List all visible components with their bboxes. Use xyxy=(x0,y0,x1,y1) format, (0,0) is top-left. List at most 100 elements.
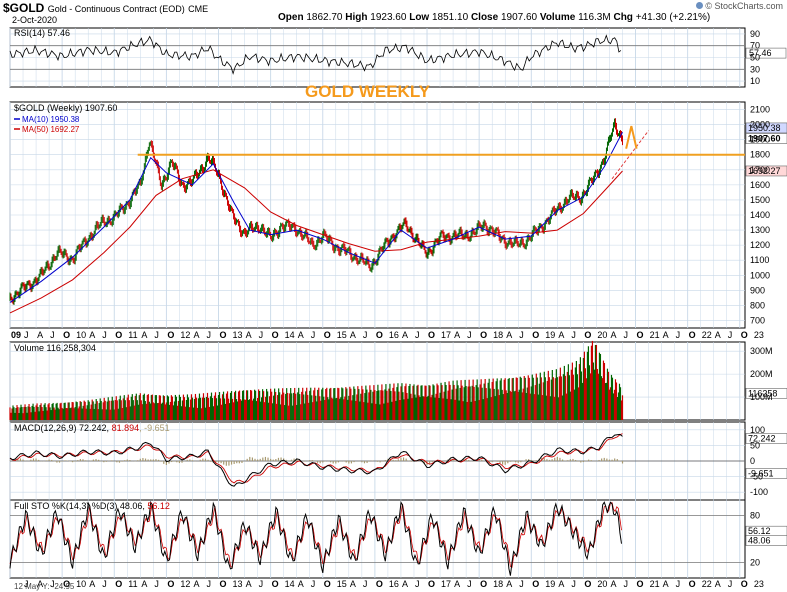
x-axis-label-bottom: 10 xyxy=(76,579,86,589)
x-axis-label-bottom: O xyxy=(584,579,591,589)
x-axis-label-bottom: 12 xyxy=(180,579,190,589)
close-value: 1907.60 xyxy=(500,12,538,23)
x-axis-label-bottom: 15 xyxy=(337,579,347,589)
stockcharts-logo-icon xyxy=(695,2,703,9)
ohlc-bar: Open 1862.70 High 1923.60 Low 1851.10 Cl… xyxy=(278,12,710,23)
x-axis-label: A xyxy=(558,330,564,340)
x-axis-label: 18 xyxy=(493,330,503,340)
x-axis-label-bottom: J xyxy=(519,579,524,589)
x-axis-label-bottom: 23 xyxy=(754,579,764,589)
x-axis-label: O xyxy=(324,330,331,340)
rsi-legend: RSI(14) 57.46 xyxy=(14,28,70,38)
rsi-line xyxy=(9,34,622,75)
sto-tick-label: 80 xyxy=(750,511,760,521)
x-axis-label: J xyxy=(24,330,29,340)
x-axis-label: O xyxy=(584,330,591,340)
macd-value-tag-text: 72.242 xyxy=(748,433,776,443)
rsi-value-tag xyxy=(745,47,787,59)
x-axis-label-bottom: 22 xyxy=(702,579,712,589)
macd-tick-label: 100 xyxy=(750,425,765,435)
symbol-title: $GOLD Gold - Continuous Contract (EOD) C… xyxy=(3,1,208,15)
x-axis-label-bottom: A xyxy=(246,579,252,589)
x-axis-label: 22 xyxy=(702,330,712,340)
x-axis-label: O xyxy=(63,330,70,340)
brand: © StockCharts.com xyxy=(695,1,783,11)
macd-tick-label: 0 xyxy=(750,456,755,466)
close-label: Close xyxy=(470,12,499,23)
x-axis-label-bottom: A xyxy=(193,579,199,589)
x-axis-label-bottom: A xyxy=(506,579,512,589)
x-axis-label-bottom: O xyxy=(428,579,435,589)
low-value: 1851.10 xyxy=(432,12,469,23)
x-axis-label-bottom: J xyxy=(415,579,420,589)
x-axis-label-bottom: O xyxy=(272,579,279,589)
x-axis-label: A xyxy=(37,330,43,340)
open-value: 1862.70 xyxy=(306,12,343,23)
x-axis-label: 16 xyxy=(389,330,399,340)
price-tick-label: 1500 xyxy=(750,195,770,205)
x-axis-label-bottom: 14 xyxy=(285,579,295,589)
x-axis-label-bottom: A xyxy=(298,579,304,589)
x-axis-label: 20 xyxy=(597,330,607,340)
x-axis-label: J xyxy=(311,330,316,340)
x-axis-label: A xyxy=(454,330,460,340)
x-axis-label-bottom: O xyxy=(741,579,748,589)
x-axis-label: A xyxy=(246,330,252,340)
gold-weekly-annotation: GOLD WEEKLY xyxy=(305,82,431,101)
sto-k-line xyxy=(9,500,622,576)
macd-legend-prefix: MACD(12,26,9) xyxy=(14,423,79,433)
x-axis-label-bottom: J xyxy=(571,579,576,589)
vol-value-tag xyxy=(745,388,787,399)
macd-legend-hist: , -9.651 xyxy=(139,423,170,433)
x-axis-label: O xyxy=(115,330,122,340)
open-label: Open xyxy=(278,12,304,23)
price-tick-label: 1900 xyxy=(750,135,770,145)
x-axis-label-bottom: J xyxy=(102,579,107,589)
x-axis-label: 23 xyxy=(754,330,764,340)
x-axis-label: A xyxy=(663,330,669,340)
rsi-tick-label: 50 xyxy=(750,53,760,63)
price-tick-label: 1200 xyxy=(750,240,770,250)
x-axis-label: J xyxy=(676,330,681,340)
x-axis-label: A xyxy=(715,330,721,340)
price-value-tag-text: 1907.60 xyxy=(748,134,781,144)
rsi-tick-label: 70 xyxy=(750,41,760,51)
price-tick-label: 1700 xyxy=(750,165,770,175)
x-axis-label-bottom: O xyxy=(637,579,644,589)
x-axis-label-bottom: 18 xyxy=(493,579,503,589)
ma10-legend: MA(10) 1950.38 xyxy=(22,115,80,124)
x-axis-label-bottom: J xyxy=(363,579,368,589)
x-axis-label-bottom: A xyxy=(558,579,564,589)
x-axis-label: J xyxy=(154,330,159,340)
sto-value-tag xyxy=(745,535,787,546)
brand-text: © StockCharts.com xyxy=(705,1,783,11)
x-axis-label: 12 xyxy=(180,330,190,340)
x-axis-label-bottom: 13 xyxy=(233,579,243,589)
x-axis-label: O xyxy=(689,330,696,340)
price-value-tag xyxy=(745,165,787,177)
x-axis-label-bottom: O xyxy=(167,579,174,589)
x-axis-label-bottom: A xyxy=(454,579,460,589)
x-axis-label: O xyxy=(376,330,383,340)
macd-tick-label: 50 xyxy=(750,440,760,450)
sto-legend-d: 56.12 xyxy=(147,501,170,511)
x-axis-label-bottom: J xyxy=(24,579,29,589)
macd-tick-label: -100 xyxy=(750,487,768,497)
x-axis-label: 17 xyxy=(441,330,451,340)
rsi-value-tag-text: 57.46 xyxy=(749,48,772,58)
x-axis-label-bottom: J xyxy=(624,579,629,589)
x-axis-label: O xyxy=(637,330,644,340)
x-axis-label: A xyxy=(193,330,199,340)
x-axis-label-bottom: J xyxy=(50,579,55,589)
x-axis-label: 09 xyxy=(11,330,21,340)
price-value-tag xyxy=(745,133,787,144)
ma50-line xyxy=(9,169,623,314)
x-axis-label: O xyxy=(480,330,487,340)
x-axis-label-bottom: J xyxy=(259,579,264,589)
price-tick-label: 1300 xyxy=(750,225,770,235)
x-axis-label: 21 xyxy=(650,330,660,340)
sto-value-tag-text: 56.12 xyxy=(748,526,771,536)
price-tick-label: 1600 xyxy=(750,180,770,190)
ma10-line xyxy=(9,131,623,303)
price-tick-label: 700 xyxy=(750,315,765,325)
